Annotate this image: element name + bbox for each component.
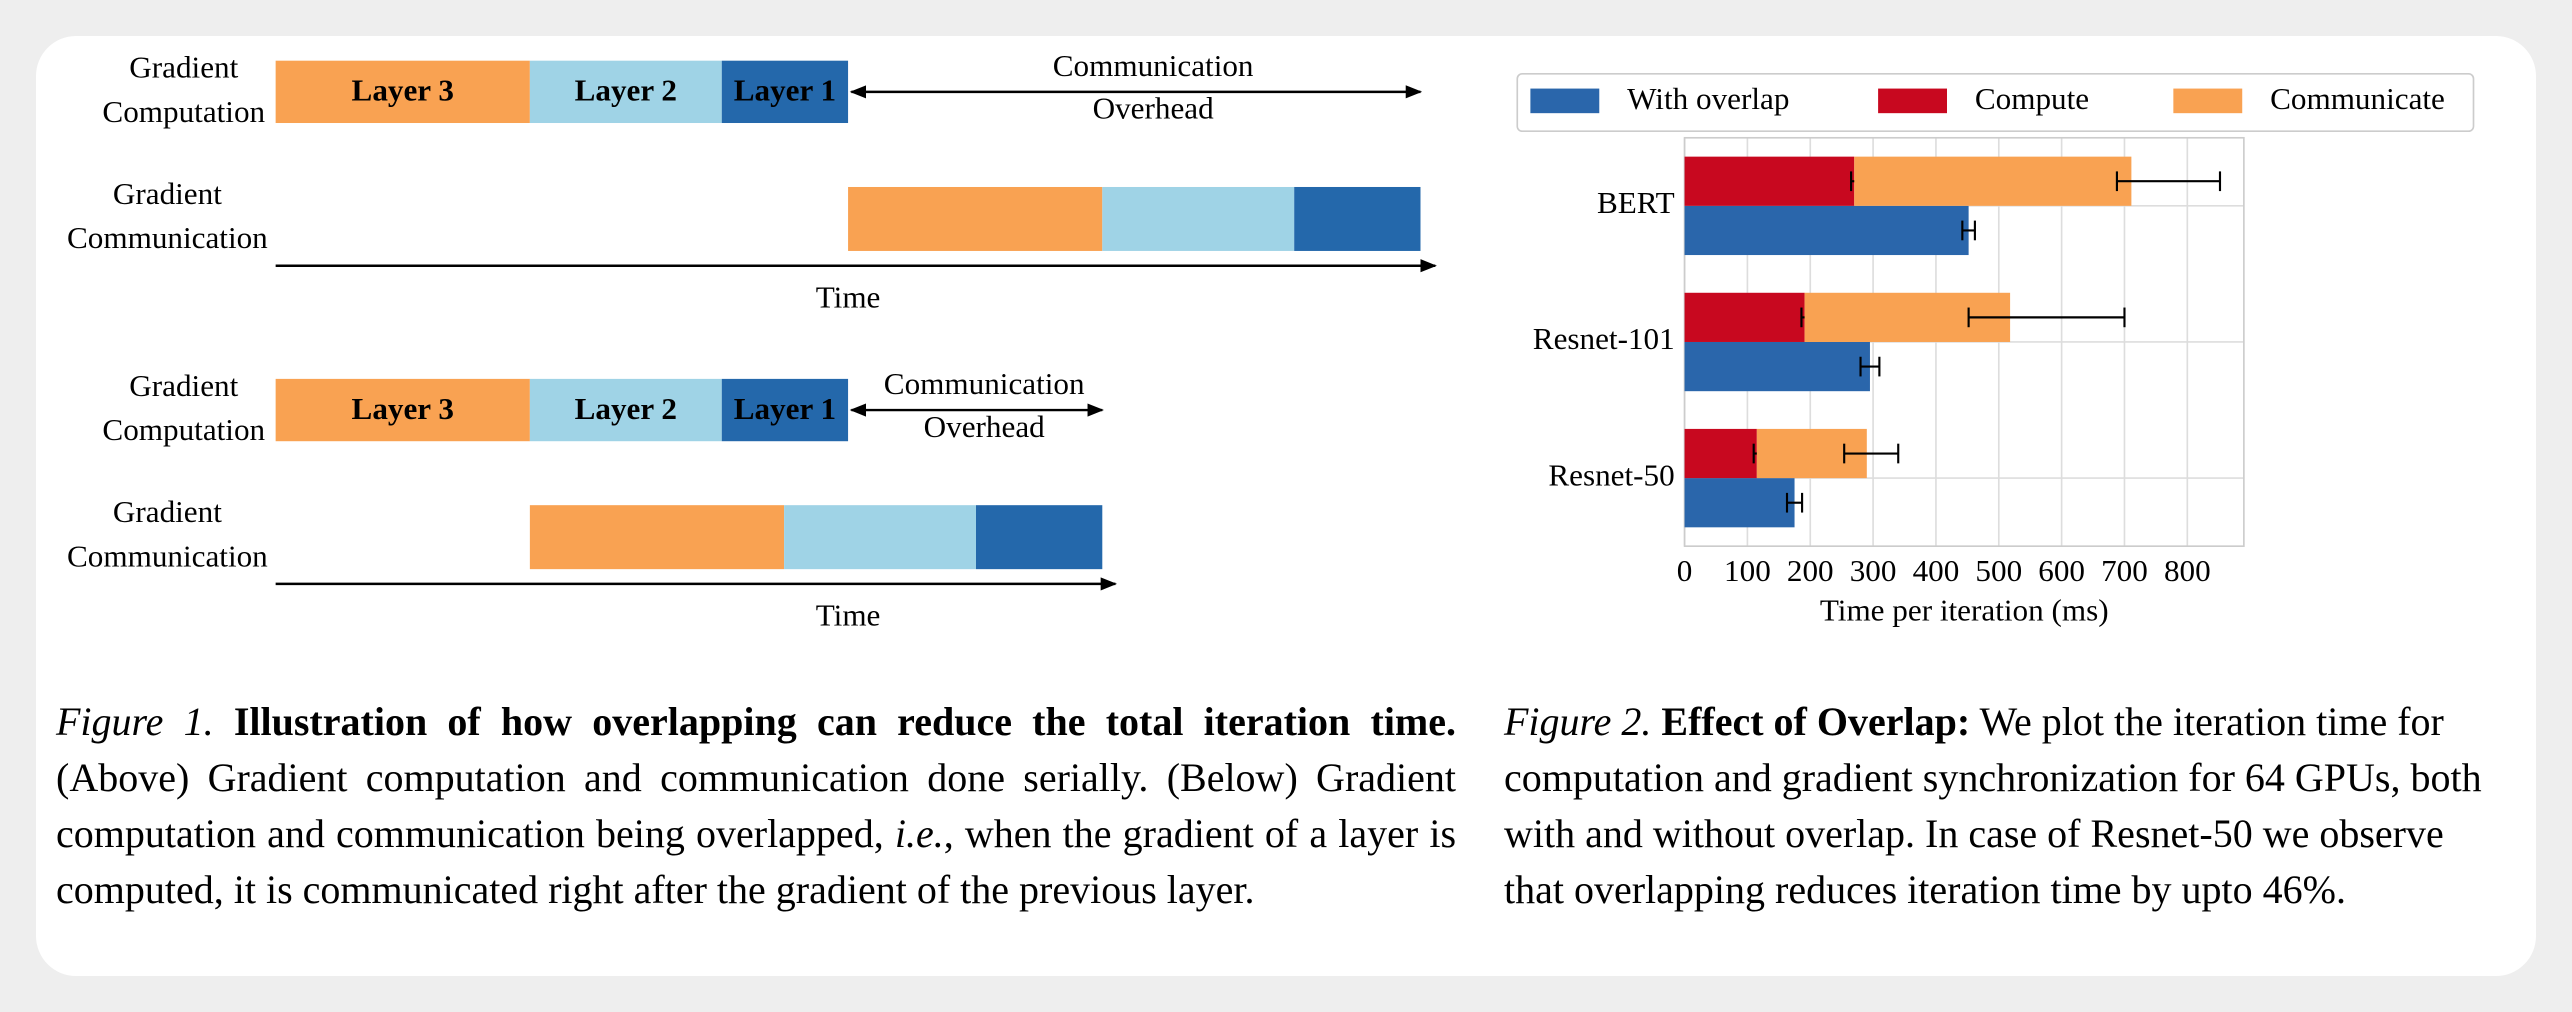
overhead-label: Overhead: [924, 409, 1046, 444]
communication-bar: [1294, 186, 1421, 251]
error-bar: [1967, 307, 2126, 328]
communication-bar: [848, 186, 1103, 251]
layer-label: Layer 1: [734, 391, 836, 426]
y-tick-label: Resnet-50: [1548, 457, 1674, 492]
caption-text: i.e.: [894, 811, 944, 856]
legend-swatch: [1530, 88, 1600, 114]
layer-label: Layer 3: [352, 73, 454, 108]
x-tick-label: 200: [1787, 553, 1834, 588]
row-label: Computation: [102, 94, 265, 129]
x-tick-label: 100: [1724, 553, 1771, 588]
overhead-label: Overhead: [1093, 91, 1215, 126]
legend-swatch: [1878, 88, 1947, 114]
legend-box: [1516, 72, 2475, 133]
overhead-label: Communication: [884, 366, 1085, 401]
error-bar: [1843, 443, 1900, 464]
bar: [1684, 478, 1795, 528]
x-tick-label: 800: [2164, 553, 2211, 588]
layer-bar: [529, 60, 722, 124]
row-label: Computation: [102, 412, 265, 447]
caption-text: (Above) Gradient computation and communi…: [56, 755, 1456, 856]
caption-label: Figure 1.: [56, 699, 214, 744]
communication-bar: [784, 505, 977, 570]
bar: [1684, 156, 1855, 206]
caption-label: Figure 2.: [1504, 699, 1652, 744]
error-bar: [1961, 220, 1976, 241]
layer-bar: [721, 60, 849, 124]
caption-text: , when the gradient of a layer is comput…: [56, 811, 1457, 912]
figure-2-caption: Figure 2. Effect of Overlap: We plot the…: [1504, 694, 2494, 918]
bar: [1684, 292, 1805, 342]
time-label: Time: [816, 598, 881, 633]
communication-bar: [1102, 186, 1295, 251]
row-label: Gradient: [113, 494, 222, 529]
x-tick-label: 300: [1850, 553, 1897, 588]
layer-label: Layer 2: [575, 73, 677, 108]
bar: [1684, 341, 1870, 392]
legend-swatch: [2173, 88, 2243, 114]
x-tick-label: 500: [1975, 553, 2022, 588]
error-bar: [1785, 492, 1804, 513]
legend-label: Compute: [1975, 81, 2089, 116]
x-axis-label: Time per iteration (ms): [1820, 593, 2109, 628]
row-label: Gradient: [129, 368, 238, 403]
x-tick-label: 400: [1913, 553, 1960, 588]
figure-1-caption: Figure 1. Illustration of how overlappin…: [56, 694, 1456, 918]
time-label: Time: [816, 279, 881, 314]
row-label: Gradient: [129, 50, 238, 85]
legend-label: Communicate: [2270, 81, 2445, 116]
bar: [1854, 156, 2132, 206]
bar: [1684, 205, 1969, 256]
y-tick-label: BERT: [1597, 185, 1675, 220]
bar: [1684, 428, 1757, 479]
layer-bar: [275, 378, 530, 442]
layer-label: Layer 1: [734, 73, 836, 108]
layer-bar: [275, 60, 530, 124]
row-label: Communication: [67, 220, 268, 255]
caption-heading: Effect of Overlap:: [1661, 699, 1971, 744]
x-tick-label: 600: [2038, 553, 2085, 588]
layer-label: Layer 3: [352, 391, 454, 426]
x-tick-label: 700: [2101, 553, 2148, 588]
legend-label: With overlap: [1627, 81, 1789, 116]
x-tick-label: 0: [1677, 553, 1693, 588]
y-tick-label: Resnet-101: [1533, 321, 1675, 356]
row-label: Communication: [67, 538, 268, 573]
overhead-label: Communication: [1053, 48, 1254, 83]
caption-heading: Illustration of how overlapping can redu…: [233, 699, 1457, 744]
row-label: Gradient: [113, 176, 222, 211]
layer-bar: [721, 378, 849, 442]
caption-text: We plot the iteration time for computati…: [1504, 699, 2482, 912]
error-bar: [1859, 356, 1881, 377]
layer-label: Layer 2: [575, 391, 677, 426]
layer-bar: [529, 378, 722, 442]
communication-bar: [529, 505, 785, 570]
error-bar: [2115, 171, 2222, 192]
communication-bar: [976, 505, 1103, 570]
